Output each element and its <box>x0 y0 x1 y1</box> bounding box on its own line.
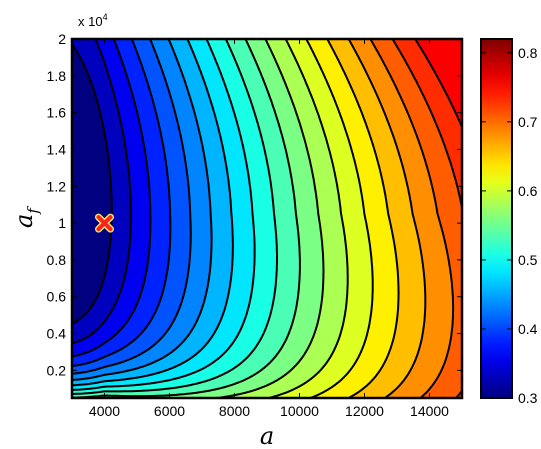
contour-line-15 <box>369 39 455 398</box>
y-tick-label: 0.4 <box>47 326 67 342</box>
x-tick-label: 12000 <box>345 403 384 419</box>
colorbar-tick-label: 0.6 <box>518 183 538 199</box>
colorbar-fill <box>481 39 512 398</box>
colorbar-tick-label: 0.3 <box>518 390 538 406</box>
x-tick-label: 6000 <box>154 403 185 419</box>
contour-line-5 <box>72 39 213 381</box>
contour-line-3 <box>72 39 172 368</box>
contour-line-7 <box>72 39 256 391</box>
contour-lines <box>72 39 462 398</box>
y-multiplier-base: x 10 <box>78 14 103 29</box>
svg-text:af: af <box>10 206 42 228</box>
y-tick-label: 2 <box>58 31 66 47</box>
y-axis-ticks: 0.2 0.4 0.6 0.8 1 1.2 1.4 1.6 1.8 2 <box>47 31 462 378</box>
colorbar-tick-label: 0.8 <box>518 45 538 61</box>
x-axis-ticks: 4000 6000 8000 10000 12000 14000 <box>89 39 449 419</box>
y-axis-label-base: a <box>10 214 38 228</box>
colorbar-frame <box>480 38 513 399</box>
y-tick-label: 1 <box>58 215 66 231</box>
contour-line-6 <box>72 39 234 387</box>
x-tick-label: 8000 <box>219 403 250 419</box>
plot-area <box>70 37 464 400</box>
colorbar-tick-label: 0.5 <box>518 252 538 268</box>
y-tick-label: 1.6 <box>47 105 67 121</box>
y-multiplier: x 104 <box>78 12 108 29</box>
y-tick-label: 1.8 <box>47 68 67 84</box>
x-tick-label: 14000 <box>410 403 449 419</box>
x-tick-label: 4000 <box>89 403 120 419</box>
colorbar: 0.3 0.4 0.5 0.6 0.7 0.8 <box>480 38 538 406</box>
marker-x <box>96 215 113 232</box>
x-tick-label: 10000 <box>280 403 319 419</box>
colorbar-ticks: 0.3 0.4 0.5 0.6 0.7 0.8 <box>481 45 538 406</box>
y-axis-label-subscript: f <box>24 206 42 215</box>
y-tick-label: 0.2 <box>47 362 67 378</box>
y-tick-label: 0.6 <box>47 289 67 305</box>
y-tick-label: 0.8 <box>47 252 67 268</box>
y-multiplier-exponent: 4 <box>103 12 108 22</box>
y-axis-label: af <box>10 206 42 228</box>
contour-line-8 <box>72 39 278 395</box>
y-tick-label: 1.2 <box>47 178 67 194</box>
optimum-marker <box>95 213 114 233</box>
colorbar-tick-label: 0.7 <box>518 114 538 130</box>
contour-line-2 <box>72 39 152 358</box>
y-tick-label: 1.4 <box>47 141 67 157</box>
plot-frame <box>70 37 464 400</box>
x-axis-label: a <box>260 422 274 449</box>
contour-line-1 <box>72 39 132 345</box>
colorbar-tick-label: 0.4 <box>518 321 538 337</box>
contour-line-4 <box>72 39 192 375</box>
